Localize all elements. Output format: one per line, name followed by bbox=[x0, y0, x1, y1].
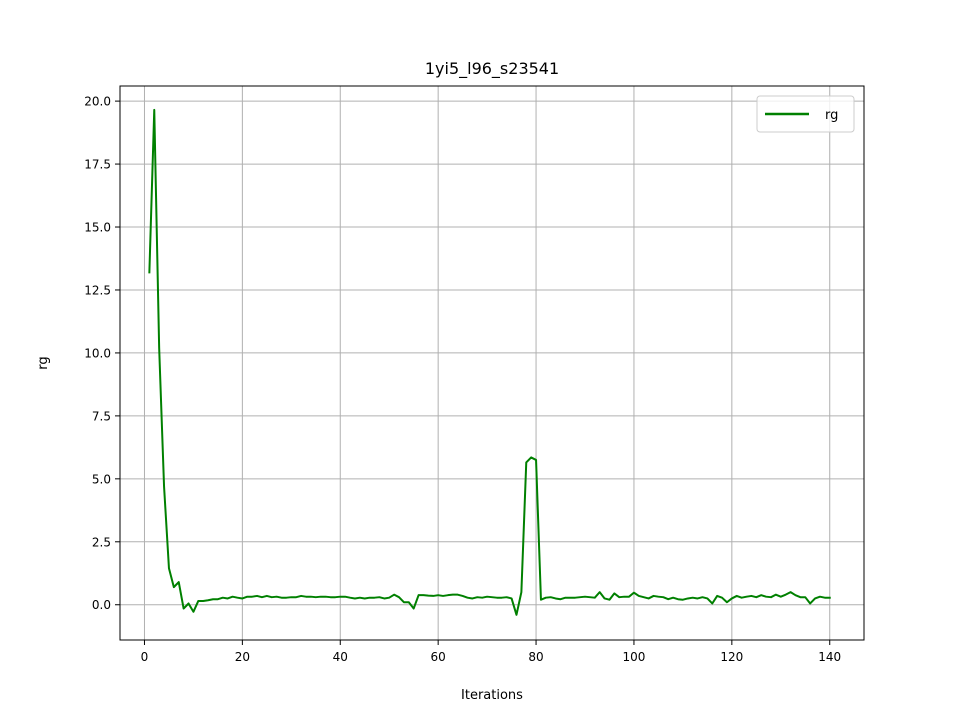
axis-ticks: 0 20 40 60 80 100 120 140 0.0 2.5 5.0 7.5 10.0 12.5 15… bbox=[84, 95, 841, 664]
y-tick-label: 10.0 bbox=[84, 346, 111, 360]
x-tick-label: 120 bbox=[720, 650, 743, 664]
x-tick-label: 140 bbox=[818, 650, 841, 664]
x-tick-label: 100 bbox=[622, 650, 645, 664]
plot-area bbox=[120, 86, 864, 640]
y-tick-label: 2.5 bbox=[92, 535, 111, 549]
x-axis-label: Iterations bbox=[461, 688, 523, 703]
y-tick-label: 0.0 bbox=[92, 598, 111, 612]
x-tick-label: 0 bbox=[141, 650, 149, 664]
plot-frame bbox=[119, 85, 865, 641]
x-tick-label: 40 bbox=[333, 650, 348, 664]
series-line-rg bbox=[148, 108, 831, 616]
grid-lines bbox=[120, 86, 864, 640]
y-axis-label: rg bbox=[36, 356, 51, 369]
y-tick-label: 15.0 bbox=[84, 221, 111, 235]
y-tick-label: 7.5 bbox=[92, 409, 111, 423]
legend-label-rg: rg bbox=[825, 108, 838, 123]
y-tick-label: 12.5 bbox=[84, 283, 111, 297]
x-tick-label: 60 bbox=[431, 650, 446, 664]
y-tick-label: 20.0 bbox=[84, 95, 111, 109]
x-tick-label: 80 bbox=[528, 650, 543, 664]
series-lines bbox=[148, 108, 831, 616]
y-tick-label: 17.5 bbox=[84, 158, 111, 172]
y-tick-label: 5.0 bbox=[92, 472, 111, 486]
x-tick-label: 20 bbox=[235, 650, 250, 664]
legend: rg bbox=[756, 95, 855, 133]
chart-title: 1yi5_l96_s23541 bbox=[425, 59, 559, 79]
